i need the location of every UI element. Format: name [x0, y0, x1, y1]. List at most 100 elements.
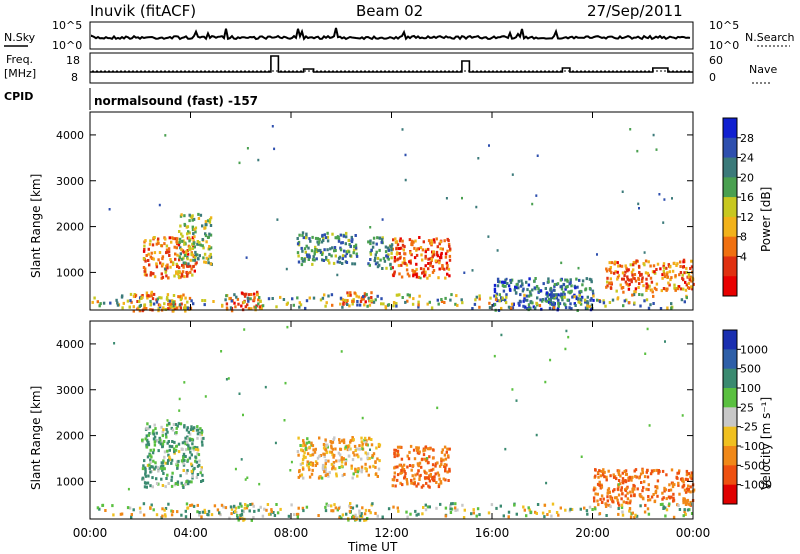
data-cell — [525, 294, 529, 298]
data-cell — [521, 289, 525, 293]
data-cell — [438, 267, 441, 271]
data-cell — [158, 203, 161, 207]
data-cell — [176, 482, 180, 486]
data-cell — [616, 469, 619, 473]
data-cell — [605, 478, 608, 482]
data-cell — [487, 235, 490, 238]
data-cell — [166, 430, 169, 434]
data-cell — [168, 236, 171, 240]
data-cell — [101, 503, 105, 507]
data-cell — [614, 270, 617, 274]
data-cell — [419, 473, 422, 477]
data-cell — [674, 288, 677, 292]
data-cell — [627, 476, 630, 480]
data-cell — [165, 264, 168, 268]
data-cell — [401, 296, 404, 299]
data-cell — [550, 295, 553, 299]
colorbar-tick-label: 24 — [740, 152, 754, 165]
data-cell — [194, 250, 197, 254]
data-cell — [201, 473, 204, 477]
data-cell — [553, 283, 557, 286]
data-cell — [253, 292, 256, 296]
data-cell — [147, 247, 150, 251]
data-cell — [324, 448, 328, 452]
data-cell — [307, 465, 310, 469]
data-cell — [664, 514, 667, 518]
data-cell — [152, 508, 155, 512]
data-cell — [349, 291, 352, 295]
data-cell — [161, 262, 165, 266]
data-cell — [178, 258, 181, 262]
data-cell — [296, 512, 300, 516]
data-cell — [621, 271, 625, 275]
data-cell — [360, 512, 363, 516]
data-cell — [144, 468, 147, 471]
data-cell — [153, 435, 157, 439]
data-cell — [341, 513, 345, 517]
data-cell — [424, 503, 427, 507]
data-cell — [201, 299, 204, 302]
velocity-colorbar-label: Velocity [m s⁻¹] — [759, 397, 773, 490]
data-cell — [423, 448, 427, 452]
data-cell — [547, 277, 550, 281]
data-cell — [489, 296, 492, 300]
data-cell — [661, 502, 664, 506]
data-cell — [182, 486, 185, 489]
data-cell — [493, 354, 496, 358]
data-cell — [197, 453, 201, 457]
data-cell — [340, 516, 343, 520]
data-cell — [335, 236, 339, 240]
data-cell — [428, 455, 431, 459]
data-cell — [646, 327, 649, 331]
data-cell — [132, 305, 135, 309]
data-cell — [187, 262, 190, 266]
data-cell — [444, 255, 448, 259]
data-cell — [328, 450, 332, 454]
data-cell — [234, 506, 238, 510]
data-cell — [429, 241, 432, 245]
data-cell — [668, 502, 671, 506]
data-cell — [359, 514, 363, 518]
data-cell — [604, 505, 608, 508]
data-cell — [322, 259, 325, 262]
data-cell — [427, 257, 430, 261]
data-cell — [184, 442, 187, 446]
data-cell — [186, 252, 190, 256]
data-cell — [564, 287, 567, 291]
data-cell — [412, 240, 415, 244]
data-cell — [659, 267, 662, 271]
data-cell — [165, 244, 169, 248]
data-cell — [511, 173, 514, 176]
data-cell — [363, 518, 366, 522]
data-cell — [600, 469, 603, 473]
data-cell — [682, 480, 685, 484]
data-cell — [394, 448, 397, 452]
data-cell — [369, 239, 372, 243]
data-cell — [420, 253, 423, 257]
data-cell — [152, 292, 156, 296]
data-cell — [290, 503, 293, 507]
data-cell — [641, 496, 645, 500]
data-cell — [438, 259, 441, 263]
data-cell — [173, 450, 176, 454]
data-cell — [167, 250, 171, 254]
data-cell — [98, 304, 101, 308]
data-cell — [542, 282, 545, 286]
data-cell — [371, 245, 375, 249]
data-cell — [357, 455, 360, 459]
data-cell — [592, 496, 596, 500]
data-cell — [152, 459, 155, 463]
data-cell — [157, 237, 160, 241]
data-cell — [171, 471, 174, 475]
data-cell — [96, 300, 99, 304]
data-cell — [423, 476, 427, 480]
data-cell — [376, 294, 379, 298]
data-cell — [341, 254, 345, 258]
data-cell — [405, 510, 408, 514]
station-title: Inuvik (fitACF) — [90, 2, 196, 20]
data-cell — [517, 279, 520, 283]
data-cell — [323, 470, 326, 474]
data-cell — [620, 286, 624, 290]
data-cell — [609, 474, 612, 478]
